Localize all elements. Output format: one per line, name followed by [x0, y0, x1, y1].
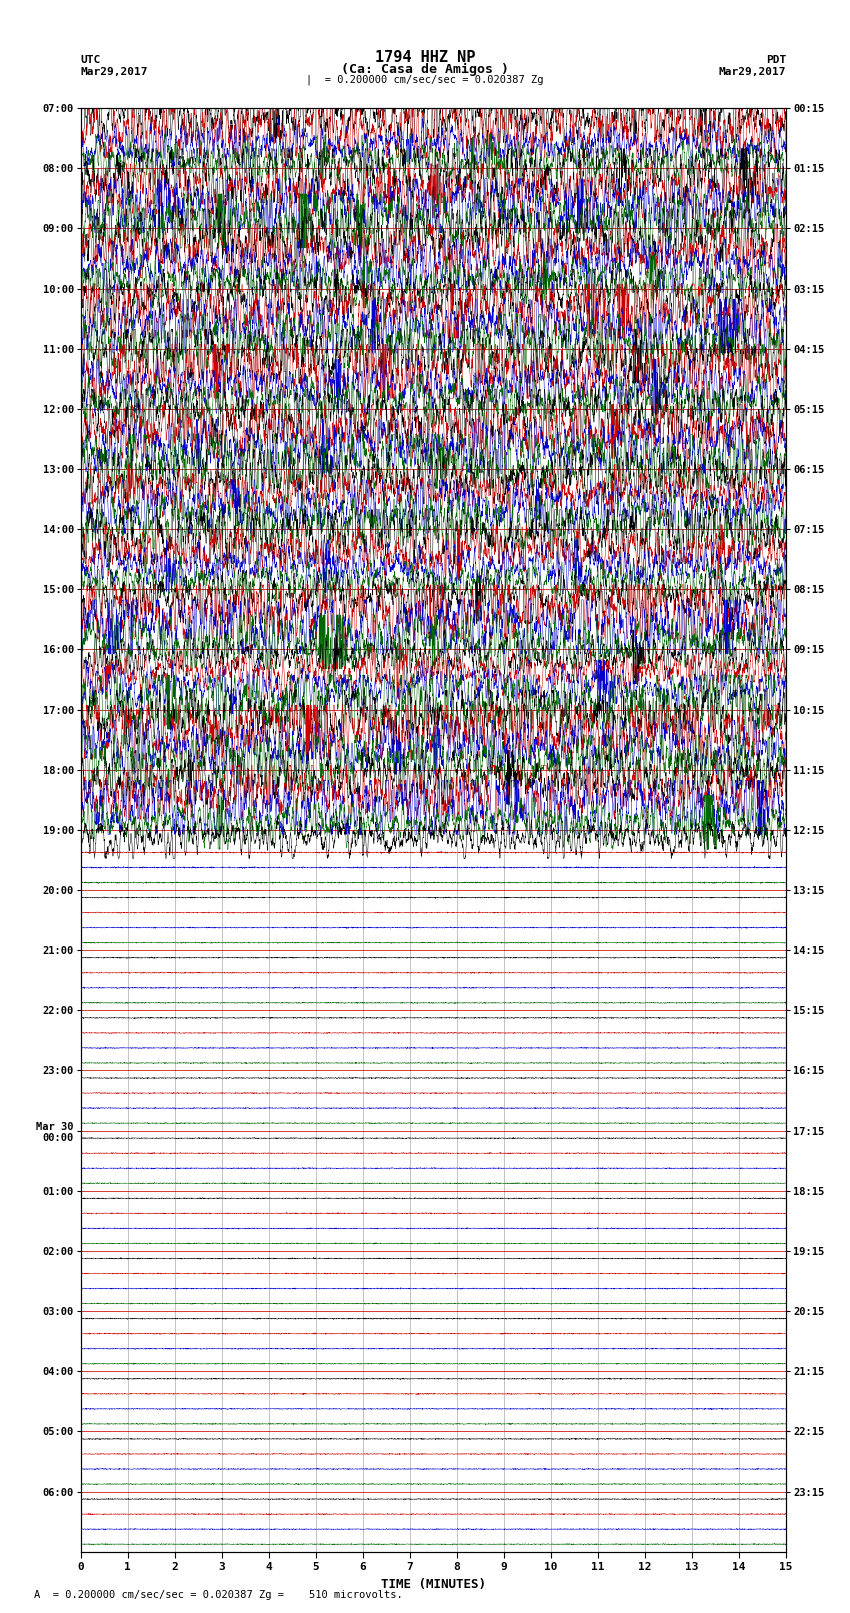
Text: Mar29,2017: Mar29,2017 — [81, 68, 148, 77]
Text: Mar29,2017: Mar29,2017 — [719, 68, 786, 77]
Text: (Ca: Casa de Amigos ): (Ca: Casa de Amigos ) — [341, 63, 509, 76]
Text: |  = 0.200000 cm/sec/sec = 0.020387 Zg: | = 0.200000 cm/sec/sec = 0.020387 Zg — [306, 74, 544, 85]
Text: UTC: UTC — [81, 55, 101, 65]
Text: 1794 HHZ NP: 1794 HHZ NP — [375, 50, 475, 65]
Text: PDT: PDT — [766, 55, 786, 65]
Text: A  = 0.200000 cm/sec/sec = 0.020387 Zg =    510 microvolts.: A = 0.200000 cm/sec/sec = 0.020387 Zg = … — [34, 1590, 403, 1600]
X-axis label: TIME (MINUTES): TIME (MINUTES) — [381, 1578, 486, 1590]
